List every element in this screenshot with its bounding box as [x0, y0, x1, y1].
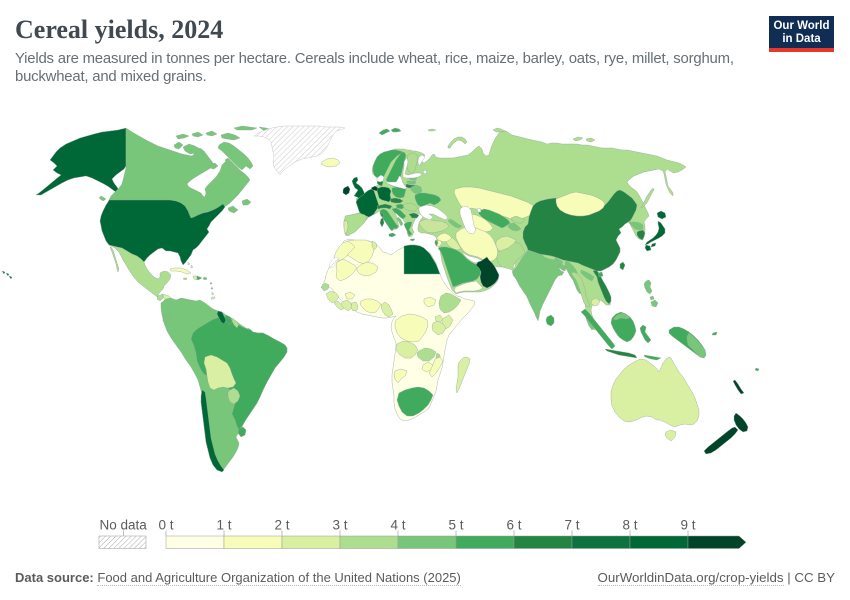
svg-text:7 t: 7 t	[564, 518, 579, 533]
svg-text:0 t: 0 t	[158, 518, 173, 533]
svg-text:4 t: 4 t	[390, 518, 405, 533]
svg-text:8 t: 8 t	[622, 518, 637, 533]
svg-text:1 t: 1 t	[216, 518, 231, 533]
svg-text:9 t: 9 t	[680, 518, 695, 533]
svg-text:No data: No data	[100, 518, 148, 533]
svg-text:2 t: 2 t	[274, 518, 289, 533]
svg-text:5 t: 5 t	[448, 518, 463, 533]
svg-text:3 t: 3 t	[332, 518, 347, 533]
svg-text:6 t: 6 t	[506, 518, 521, 533]
